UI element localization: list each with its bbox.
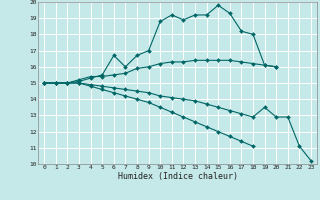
X-axis label: Humidex (Indice chaleur): Humidex (Indice chaleur) bbox=[118, 172, 238, 181]
